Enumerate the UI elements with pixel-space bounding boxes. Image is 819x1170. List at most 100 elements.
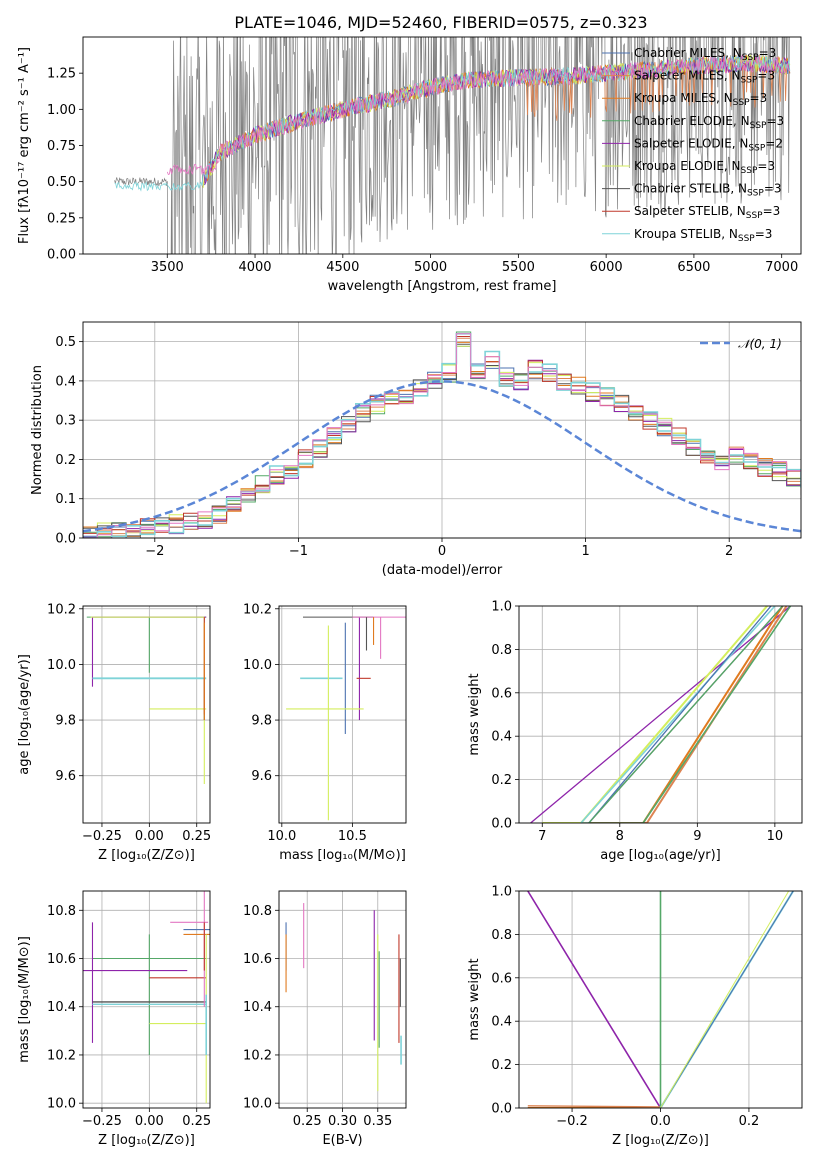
x-tick-label: 6000	[590, 260, 623, 275]
legend-value: =2	[765, 136, 783, 150]
y-tick-label: 1.0	[491, 885, 512, 900]
y-tick-label: 0.6	[491, 686, 512, 701]
x-axis-label: Z [log₁₀(Z/Z⊙)]	[98, 1133, 195, 1148]
panel-age_vs_Z: −0.25 0.00 0.25 9.6 9.8 10.0 10.2 Z [log₁₀(Z/Z⊙…	[17, 602, 211, 863]
legend-label: Chabrier MILES, NSSP=3	[634, 46, 776, 63]
legend-value: =3	[750, 91, 768, 105]
mass-weight-age-line	[580, 606, 776, 823]
y-axis-label: mass [log₁₀(M/M⊙)]	[17, 936, 32, 1063]
mass-weight-age-line	[581, 606, 792, 823]
legend-label: Kroupa ELODIE, NSSP=3	[634, 159, 775, 176]
x-tick-label: 0.30	[328, 1114, 357, 1129]
x-tick-label: 5500	[502, 260, 535, 275]
legend-value: =3	[757, 159, 775, 173]
y-tick-label: 10.2	[243, 602, 272, 617]
y-tick-label: 0.5	[55, 335, 76, 350]
y-tick-label: 0.2	[55, 453, 76, 468]
histogram-series	[83, 331, 801, 538]
legend-subscript: SSP	[746, 211, 763, 221]
y-tick-label: 0.00	[47, 248, 76, 263]
panel-mass_vs_Z: −0.25 0.00 0.25 10.0 10.2 10.4 10.6 10.8 Z [log₁…	[17, 890, 211, 1148]
x-tick-label: 7	[538, 829, 546, 844]
panel-spectrum: 3500 4000 4500 5000 5500 6000 6500 7000 0.00 0.25…	[17, 36, 802, 294]
x-tick-label: 10.5	[338, 829, 367, 844]
panel-massweight_vs_Z: −0.2 0.0 0.2 0.0 0.2 0.4 0.6 0.8 1.0 Z [log₁₀(Z/Z…	[467, 885, 803, 1148]
y-tick-label: 10.4	[243, 1000, 272, 1015]
x-tick-label: 0.25	[182, 829, 211, 844]
axes-frame	[82, 605, 211, 824]
mass-weight-age-line	[530, 606, 791, 823]
x-tick-label: 0	[438, 544, 446, 559]
x-axis-label: wavelength [Angstrom, rest frame]	[328, 279, 557, 294]
y-tick-label: 10.0	[47, 658, 76, 673]
legend-subscript: SSP	[733, 98, 750, 108]
y-tick-label: 9.8	[55, 714, 76, 729]
plot-area	[83, 331, 801, 538]
panel-residuals: −2 −1 0 1 2 0.0 0.1 0.2 0.3 0.4 0.5 (data-model)/er…	[30, 321, 802, 578]
gaussian-curve	[83, 380, 801, 533]
y-tick-label: 0.50	[47, 175, 76, 190]
histogram-series	[83, 341, 801, 537]
y-axis-label: mass weight	[467, 958, 482, 1040]
histogram-series	[83, 337, 801, 538]
axes-frame	[278, 605, 407, 824]
y-tick-label: 10.0	[243, 1097, 272, 1112]
histogram-series	[83, 333, 801, 538]
y-tick-label: 0.0	[491, 817, 512, 832]
mass-weight-age-line	[588, 606, 772, 823]
legend-value: =3	[766, 114, 784, 128]
legend-value: =3	[755, 227, 773, 241]
legend-subscript: SSP	[747, 189, 764, 199]
legend-label: Chabrier ELODIE, NSSP=3	[634, 114, 784, 131]
y-tick-label: 0.4	[491, 730, 512, 745]
plot-area	[114, 37, 791, 254]
y-tick-label: 1.0	[491, 600, 512, 615]
legend-subscript: SSP	[738, 234, 755, 244]
x-axis-label: E(B-V)	[322, 1133, 362, 1148]
y-tick-label: 10.6	[243, 952, 272, 967]
x-tick-label: 0.25	[293, 1114, 322, 1129]
x-tick-label: 4000	[238, 260, 271, 275]
legend-subscript: SSP	[750, 121, 767, 131]
x-axis-label: Z [log₁₀(Z/Z⊙)]	[98, 848, 195, 863]
y-tick-label: 0.8	[491, 643, 512, 658]
x-tick-label: 6500	[677, 260, 710, 275]
y-tick-label: 0.6	[491, 971, 512, 986]
y-tick-label: 10.4	[47, 1000, 76, 1015]
mass-weight-age-line	[588, 606, 788, 823]
y-tick-label: 0.4	[491, 1015, 512, 1030]
spectrum-legend: Chabrier MILES, NSSP=3 Salpeter MILES, NS…	[602, 46, 784, 244]
x-tick-label: −1	[289, 544, 308, 559]
y-tick-label: 0.2	[491, 773, 512, 788]
x-tick-label: 7000	[765, 260, 798, 275]
legend-subscript: SSP	[741, 76, 758, 86]
y-tick-label: 9.8	[251, 714, 272, 729]
x-tick-label: 3500	[151, 260, 184, 275]
y-tick-label: 10.0	[243, 658, 272, 673]
y-tick-label: 0.25	[47, 211, 76, 226]
y-tick-label: 10.8	[243, 904, 272, 919]
legend-label: 𝒩(0, 1)	[738, 337, 782, 351]
legend-subscript: SSP	[741, 166, 758, 176]
x-tick-label: −0.2	[556, 1114, 588, 1129]
data-spectrum	[114, 37, 790, 254]
plot-area	[530, 606, 792, 823]
mass-weight-age-line	[542, 606, 768, 823]
legend-subscript: SSP	[748, 143, 765, 153]
y-tick-label: 10.8	[47, 904, 76, 919]
x-tick-label: 4500	[326, 260, 359, 275]
legend-value: =3	[757, 69, 775, 83]
histogram-series	[83, 333, 801, 538]
y-axis-label: Normed distribution	[30, 365, 45, 495]
y-tick-label: 1.00	[47, 103, 76, 118]
x-tick-label: −0.25	[82, 829, 122, 844]
mass-weight-age-line	[588, 606, 784, 823]
legend-value: =3	[763, 204, 781, 218]
legend-value: =3	[764, 182, 782, 196]
y-axis-label: Flux [fλ10⁻¹⁷ erg cm⁻² s⁻¹ A⁻¹]	[17, 47, 32, 244]
x-tick-label: 5000	[414, 260, 447, 275]
x-tick-label: 10	[767, 829, 784, 844]
legend-label: Salpeter MILES, NSSP=3	[634, 69, 775, 86]
